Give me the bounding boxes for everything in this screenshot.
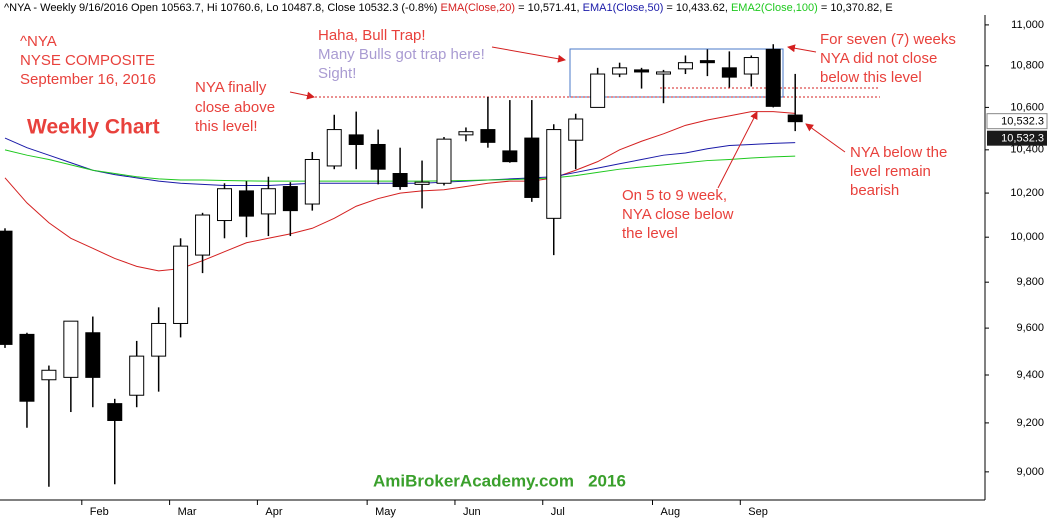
arrow (787, 44, 817, 53)
candle-body (787, 114, 803, 123)
annotation: this level! (195, 118, 258, 135)
annotation: level remain (850, 163, 931, 180)
annotation: AmiBrokerAcademy.com 2016 (373, 471, 626, 490)
candle-body (568, 118, 584, 141)
y-tick-label: 9,800 (1016, 276, 1044, 288)
candle-body (0, 230, 13, 345)
candle-body (436, 138, 452, 184)
x-tick-label: Feb (90, 506, 109, 518)
ema-line (4, 111, 796, 272)
candle-body (195, 214, 211, 256)
candle-body (502, 150, 518, 163)
last-value-label: 10,532.3 (1001, 116, 1044, 128)
y-tick-label: 9,600 (1016, 322, 1044, 334)
y-tick-label: 10,800 (1010, 60, 1044, 72)
candle-body (656, 71, 671, 75)
candle-body (392, 173, 408, 188)
candle-body (151, 322, 167, 357)
header-text: ^NYA - Weekly 9/16/2016 Open 10563.7, Hi… (4, 2, 440, 14)
annotation: NYA close below (622, 206, 734, 223)
candle-body (546, 129, 562, 219)
candle-body (107, 403, 123, 421)
x-tick-label: May (375, 506, 396, 518)
candle-body (326, 129, 342, 167)
candle-body (129, 355, 145, 396)
x-tick-label: Jun (463, 506, 481, 518)
candle-body (612, 67, 628, 75)
y-tick-label: 9,400 (1016, 369, 1044, 381)
arrow (289, 91, 315, 100)
candle-body (19, 333, 35, 402)
annotation: close above (195, 99, 275, 116)
candle-body (721, 67, 737, 78)
annotation: below this level (820, 69, 922, 86)
y-tick-label: 10,000 (1010, 231, 1044, 243)
x-tick-label: Aug (661, 506, 681, 518)
arrow (805, 123, 846, 153)
candle-body (282, 186, 298, 212)
candle-body (370, 143, 386, 170)
annotation: On 5 to 9 week, (622, 187, 727, 204)
annotation: NYA did not close (820, 50, 937, 67)
annotation: Weekly Chart (27, 116, 160, 139)
candle-body (634, 69, 650, 73)
candle-body (480, 129, 496, 143)
x-tick-label: Jul (551, 506, 565, 518)
plot (0, 44, 803, 487)
candle-body (677, 62, 693, 70)
legend-value: = 10,433.62, (663, 2, 731, 14)
y-tick-label: 10,600 (1010, 101, 1044, 113)
annotation: For seven (7) weeks (820, 31, 956, 48)
y-tick-label: 11,000 (1011, 19, 1044, 31)
annotation: Sight! (318, 65, 356, 82)
candle-body (304, 158, 320, 205)
candle-body (524, 137, 540, 198)
candle-body (765, 48, 781, 107)
value-box (987, 130, 1047, 146)
annotation: bearish (850, 182, 899, 199)
candle-body (414, 181, 430, 185)
legend-entry: EMA2(Close,100) (731, 2, 818, 14)
candle-body (63, 320, 79, 378)
arrow (491, 46, 566, 63)
candle-body (238, 190, 254, 217)
annotation: NYSE COMPOSITE (20, 52, 155, 69)
legend-value: = 10,571.41, (515, 2, 583, 14)
candle-body (260, 188, 276, 215)
arrow (717, 111, 758, 189)
y-tick-label: 9,200 (1016, 417, 1044, 429)
candle-body (217, 188, 232, 222)
x-tick-label: Mar (178, 506, 197, 518)
annotation: Haha, Bull Trap! (318, 27, 426, 44)
x-tick-label: Apr (265, 506, 282, 518)
value-box (986, 113, 1048, 130)
candle-body (85, 332, 101, 378)
annotation: September 16, 2016 (20, 71, 156, 88)
annotation: ^NYA (20, 33, 57, 50)
last-value-label: 10,532.3 (1001, 133, 1044, 145)
annotation: Many Bulls got trap here! (318, 46, 485, 63)
x-tick-label: Sep (748, 506, 768, 518)
candle-body (173, 245, 189, 324)
annotation: NYA finally (195, 79, 267, 96)
candle-body (699, 60, 715, 64)
candle-body (41, 369, 57, 381)
legend-entry: EMA(Close,20) (440, 2, 515, 14)
legend-value: = 10,370.82, E (818, 2, 893, 14)
candle-body (590, 73, 606, 108)
arrows (289, 44, 846, 189)
candle-body (743, 57, 759, 75)
legend-entry: EMA1(Close,50) (583, 2, 664, 14)
candle-body (348, 134, 364, 145)
annotation: NYA below the (850, 144, 947, 161)
header: ^NYA - Weekly 9/16/2016 Open 10563.7, Hi… (4, 2, 893, 14)
annotation: the level (622, 225, 678, 242)
y-tick-label: 10,200 (1010, 187, 1044, 199)
y-tick-label: 10,400 (1010, 144, 1044, 156)
y-tick-label: 9,000 (1016, 466, 1044, 478)
candle-body (458, 131, 474, 136)
